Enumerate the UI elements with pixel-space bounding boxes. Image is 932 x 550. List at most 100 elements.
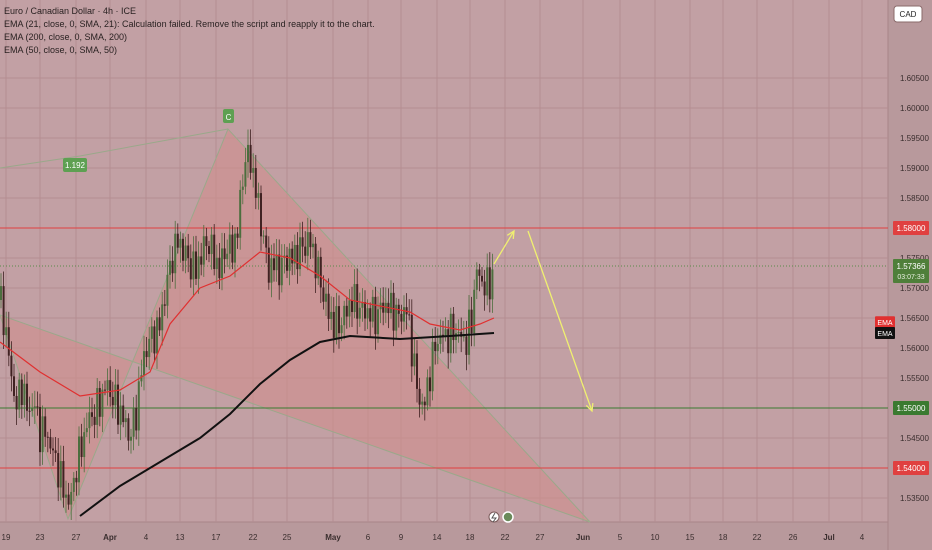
candle-body [93,416,96,425]
price-tick-label: 1.54500 [900,434,929,443]
indicator-ema-200[interactable]: EMA (200, close, 0, SMA, 200) [4,32,128,42]
time-tick-label: 27 [536,533,545,542]
projection-arrowhead-1 [506,229,515,240]
annotation-c-badge[interactable] [223,109,234,123]
candle-body [382,302,385,313]
candle-body [410,314,413,367]
time-tick-label: 19 [2,533,11,542]
candle-body [330,311,333,319]
candle-body [403,307,405,322]
candle-body [408,314,411,316]
currency-badge[interactable] [893,5,923,23]
candle-body [57,453,60,488]
candle-body [153,326,156,354]
time-tick-label: 17 [212,533,221,542]
annotation-ratio-label: 1.192 [65,161,86,170]
candle-body [273,258,275,271]
candle-body [197,256,200,279]
projection-arrow-2[interactable] [527,230,593,412]
candle-body [455,333,457,341]
candle-body [96,388,99,425]
candle-body [124,418,127,423]
candle-body [18,379,21,410]
candle-body [377,309,379,335]
candle-body [169,260,171,275]
candle-body [36,406,39,408]
candle-body [371,296,374,322]
price-tick-label: 1.56000 [900,344,929,353]
candle-body [210,234,213,255]
annotation-c-label: C [226,113,232,122]
candle-body [223,248,226,260]
time-axis-background[interactable] [0,522,888,550]
time-tick-label: 5 [618,533,623,542]
candle-body [275,254,278,271]
candle-body [111,396,114,406]
candle-body [254,167,257,198]
candle-body [395,304,398,331]
ema-200-line[interactable] [79,332,495,517]
candle-body [449,313,452,354]
candle-body [226,253,229,260]
time-tick-label: 27 [72,533,81,542]
pattern-prior-leg[interactable] [0,128,229,169]
candle-body [127,418,130,441]
candle-body [67,494,70,505]
candle-body [364,302,366,319]
candle-body [83,432,86,458]
level-tag-1.58000[interactable] [893,221,929,235]
candle-body [325,293,327,302]
candle-body [317,256,320,279]
annotation-ratio-badge[interactable] [63,158,87,172]
candle-body [208,246,210,255]
candle-body [228,234,231,254]
time-tick-label: 14 [433,533,442,542]
flash-event-icon[interactable] [488,511,500,523]
candle-body [13,376,15,396]
candle-body [249,144,252,173]
candle-body [361,302,364,308]
candle-body [132,408,135,437]
candle-body [135,408,138,431]
candle-body [291,248,294,264]
candle-body [421,401,424,405]
projection-arrowhead-2 [585,402,594,413]
time-tick-label: Jul [823,533,835,542]
projection-arrow-1[interactable] [493,230,515,265]
candle-body [7,327,10,356]
candle-body [213,234,216,270]
candle-body [171,260,174,274]
level-tag-1.54000[interactable] [893,461,929,475]
ema-tag-1[interactable] [875,316,895,329]
candle-body [10,355,13,377]
ema-50-line[interactable] [0,251,495,397]
candle-body [353,284,356,313]
candle-body [26,383,28,411]
candle-body [174,233,177,274]
candle-body [52,448,54,451]
current-price-tag[interactable] [893,259,929,284]
earnings-event-icon[interactable] [502,511,514,523]
candle-body [252,167,255,173]
indicator-ema-50[interactable]: EMA (50, close, 0, SMA, 50) [4,45,118,55]
time-tick-label: 4 [860,533,865,542]
level-tag-1.55000[interactable] [893,401,929,415]
candle-body [31,408,34,412]
candle-body [176,233,179,248]
indicator-ema-21[interactable]: EMA (21, close, 0, SMA, 21): Calculation… [4,19,375,29]
ema-tag-2[interactable] [875,327,895,339]
candle-body [234,233,236,263]
candle-body [221,248,223,279]
candle-body [49,437,52,449]
candle-body [148,338,151,358]
candle-body [143,351,145,376]
chart-title: Euro / Canadian Dollar · 4h · ICE [4,6,137,16]
candle-body [247,144,249,163]
candle-body [304,246,307,256]
candle-body [491,269,494,300]
candle-body [101,389,104,417]
candle-body [78,436,80,483]
ema-tag-text: EMA [877,320,893,327]
candle-body [374,296,377,335]
